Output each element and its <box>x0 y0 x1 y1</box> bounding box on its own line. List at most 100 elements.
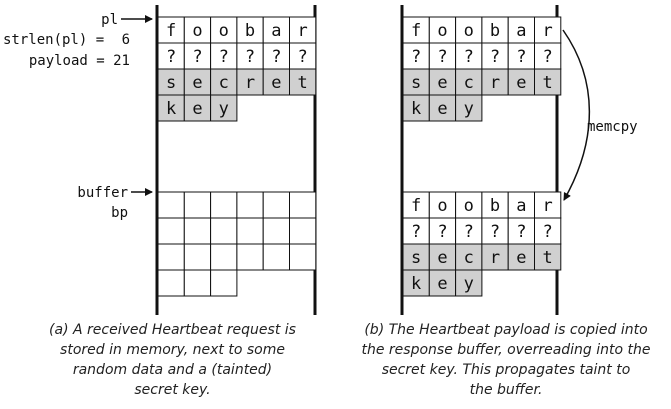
memory-cell <box>210 68 238 96</box>
memory-cell <box>455 269 483 297</box>
memory-cell-char: r <box>543 196 553 216</box>
memory-cell-char: e <box>516 248 526 268</box>
memory-cell <box>455 16 483 44</box>
memory-cell-char: b <box>490 21 500 41</box>
memory-cell-char: ? <box>437 47 447 67</box>
memory-cell-char: o <box>219 21 229 41</box>
caption-b-line: the buffer. <box>469 382 543 398</box>
memory-cell-char: e <box>192 73 202 93</box>
caption-panel-a: (a) A received Heartbeat request is stor… <box>15 320 330 400</box>
pl-label: pl <box>101 12 118 28</box>
memory-cell <box>157 243 185 271</box>
panel-b: f o o b a r????? ?s e c r e tk e y f o o b a r????? ?s e c r e t… <box>400 5 638 315</box>
memory-cell <box>455 42 483 70</box>
memory-cell <box>507 68 536 96</box>
memory-cell <box>183 217 212 245</box>
memory-cell <box>183 94 212 122</box>
memory-cell <box>534 191 562 219</box>
memory-cell <box>455 94 483 122</box>
memory-cell <box>157 191 185 219</box>
memory-cell-char: o <box>437 196 447 216</box>
memory-cell <box>157 217 185 245</box>
memory-cell-char: a <box>271 21 281 41</box>
memory-cell-char: o <box>464 21 474 41</box>
memory-cell-char: s <box>411 248 421 268</box>
caption-a-line: secret key. <box>134 382 211 398</box>
memory-cell <box>481 68 509 96</box>
memory-cell-char: ? <box>543 222 553 242</box>
memory-cell-char: e <box>437 73 447 93</box>
memory-cell-char: ? <box>219 47 229 67</box>
memory-cell <box>157 68 185 96</box>
memory-cell-char: f <box>411 21 421 41</box>
memory-cell <box>210 243 238 271</box>
memory-cell-char: ? <box>437 222 447 242</box>
memory-cell-char: ? <box>411 47 421 67</box>
memory-cell <box>428 217 457 245</box>
memcpy-arrow <box>562 29 591 201</box>
memory-cell-char: ? <box>516 222 526 242</box>
memory-cell <box>455 243 483 271</box>
memory-cell-char: f <box>411 196 421 216</box>
memory-cell-char: f <box>166 21 176 41</box>
memory-cell <box>534 16 562 44</box>
strlen-value: 6 <box>122 32 130 48</box>
memory-cell-char: a <box>516 196 526 216</box>
memory-cell <box>262 191 291 219</box>
bp-label: bp <box>111 205 128 221</box>
memory-cell <box>210 217 238 245</box>
memory-cell <box>157 269 185 297</box>
memory-cell-char: y <box>464 99 474 119</box>
memory-cell <box>236 68 264 96</box>
memory-cell <box>262 68 291 96</box>
memory-cell-char: c <box>464 73 474 93</box>
memory-cell-char: b <box>245 21 255 41</box>
memory-cell-char: ? <box>298 47 308 67</box>
memory-cell <box>402 68 430 96</box>
panel-a: f o o b a r????? ?s e c r e tk e y pl strlen(pl) = 6 … <box>3 5 317 315</box>
memory-cell-char: k <box>166 99 176 119</box>
memory-cell-char: t <box>543 73 553 93</box>
memory-cell-char: t <box>298 73 308 93</box>
memory-cell <box>210 191 238 219</box>
memory-cell <box>428 42 457 70</box>
memory-cell <box>428 94 457 122</box>
memory-cell-char: r <box>245 73 255 93</box>
memory-cell <box>402 16 430 44</box>
panel-a-request-grid: f o o b a r????? ?s e c r e tk e y <box>157 16 317 122</box>
memory-cell <box>534 243 562 271</box>
memory-cell <box>455 191 483 219</box>
memory-cell <box>428 243 457 271</box>
memory-cell-char: y <box>464 274 474 294</box>
memory-cell-char: s <box>411 73 421 93</box>
memory-cell <box>210 94 238 122</box>
memory-cell <box>507 191 536 219</box>
memory-cell-char: o <box>437 21 447 41</box>
memory-cell-char: r <box>490 73 500 93</box>
memory-cell <box>262 243 291 271</box>
memory-cell-char: k <box>411 99 421 119</box>
memory-cell-char: ? <box>464 47 474 67</box>
memory-cell-char: k <box>411 274 421 294</box>
memory-cell-char: c <box>219 73 229 93</box>
panel-b-copy-grid: f o o b a r????? ?s e c r e tk e y <box>402 191 562 297</box>
memcpy-label: memcpy <box>587 119 638 135</box>
memory-cell-char: ? <box>516 47 526 67</box>
memory-cell <box>236 191 264 219</box>
memory-cell-char: ? <box>245 47 255 67</box>
memory-cell-char: ? <box>166 47 176 67</box>
memory-cell-char: r <box>543 21 553 41</box>
caption-a-line: random data and a (tainted) <box>72 362 273 378</box>
memory-cell-char: r <box>490 248 500 268</box>
memory-cell-char: ? <box>490 47 500 67</box>
payload-label: payload = 21 <box>29 53 130 69</box>
memory-cell <box>210 269 238 297</box>
caption-panel-b: (b) The Heartbeat payload is copied into… <box>345 320 667 400</box>
strlen-label: strlen(pl) = <box>3 32 104 48</box>
memory-cell <box>481 16 509 44</box>
memory-cell <box>289 243 317 271</box>
memory-cell-char: ? <box>490 222 500 242</box>
memory-cell <box>262 217 291 245</box>
memory-cell-char: b <box>490 196 500 216</box>
